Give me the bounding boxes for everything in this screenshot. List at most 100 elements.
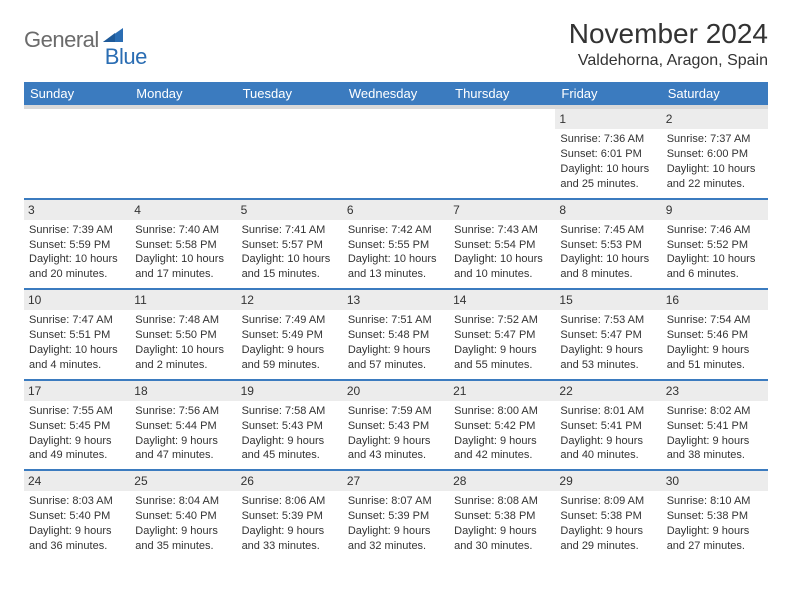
sunset-text: Sunset: 5:58 PM — [135, 238, 231, 253]
sunset-text: Sunset: 5:44 PM — [135, 419, 231, 434]
day-number: 6 — [343, 200, 449, 220]
sunrise-text: Sunrise: 7:37 AM — [667, 132, 763, 147]
day-number: 15 — [555, 290, 661, 310]
calendar-day-cell: 19Sunrise: 7:58 AMSunset: 5:43 PMDayligh… — [237, 380, 343, 471]
sunset-text: Sunset: 5:38 PM — [560, 509, 656, 524]
daylight-text: Daylight: 10 hours and 13 minutes. — [348, 252, 444, 282]
calendar-day-cell: 16Sunrise: 7:54 AMSunset: 5:46 PMDayligh… — [662, 289, 768, 380]
sunrise-text: Sunrise: 7:48 AM — [135, 313, 231, 328]
day-number: 9 — [662, 200, 768, 220]
daylight-text: Daylight: 9 hours and 33 minutes. — [242, 524, 338, 554]
calendar-day-cell — [449, 107, 555, 199]
calendar-day-cell: 1Sunrise: 7:36 AMSunset: 6:01 PMDaylight… — [555, 107, 661, 199]
calendar-week-row: 10Sunrise: 7:47 AMSunset: 5:51 PMDayligh… — [24, 289, 768, 380]
day-number: 20 — [343, 381, 449, 401]
weekday-header: Saturday — [662, 82, 768, 107]
weekday-header-row: Sunday Monday Tuesday Wednesday Thursday… — [24, 82, 768, 107]
daylight-text: Daylight: 10 hours and 20 minutes. — [29, 252, 125, 282]
weekday-header: Sunday — [24, 82, 130, 107]
calendar-day-cell: 4Sunrise: 7:40 AMSunset: 5:58 PMDaylight… — [130, 199, 236, 290]
calendar-day-cell: 15Sunrise: 7:53 AMSunset: 5:47 PMDayligh… — [555, 289, 661, 380]
day-number: 23 — [662, 381, 768, 401]
calendar-day-cell: 28Sunrise: 8:08 AMSunset: 5:38 PMDayligh… — [449, 470, 555, 560]
daylight-text: Daylight: 9 hours and 45 minutes. — [242, 434, 338, 464]
sunrise-text: Sunrise: 8:07 AM — [348, 494, 444, 509]
calendar-day-cell: 3Sunrise: 7:39 AMSunset: 5:59 PMDaylight… — [24, 199, 130, 290]
brand-part1: General — [24, 27, 99, 53]
month-title: November 2024 — [569, 18, 768, 50]
sunrise-text: Sunrise: 7:59 AM — [348, 404, 444, 419]
daylight-text: Daylight: 9 hours and 30 minutes. — [454, 524, 550, 554]
daylight-text: Daylight: 9 hours and 55 minutes. — [454, 343, 550, 373]
sunrise-text: Sunrise: 7:39 AM — [29, 223, 125, 238]
calendar-day-cell: 10Sunrise: 7:47 AMSunset: 5:51 PMDayligh… — [24, 289, 130, 380]
day-number: 12 — [237, 290, 343, 310]
sunset-text: Sunset: 5:54 PM — [454, 238, 550, 253]
sunrise-text: Sunrise: 7:43 AM — [454, 223, 550, 238]
sunset-text: Sunset: 5:47 PM — [560, 328, 656, 343]
daylight-text: Daylight: 10 hours and 15 minutes. — [242, 252, 338, 282]
daylight-text: Daylight: 9 hours and 51 minutes. — [667, 343, 763, 373]
sunset-text: Sunset: 5:52 PM — [667, 238, 763, 253]
calendar-day-cell: 27Sunrise: 8:07 AMSunset: 5:39 PMDayligh… — [343, 470, 449, 560]
calendar-day-cell: 6 Sunrise: 7:42 AMSunset: 5:55 PMDaylight… — [343, 199, 449, 290]
sunrise-text: Sunrise: 7:53 AM — [560, 313, 656, 328]
day-number: 2 — [662, 109, 768, 129]
daylight-text: Daylight: 9 hours and 49 minutes. — [29, 434, 125, 464]
day-number: 19 — [237, 381, 343, 401]
daylight-text: Daylight: 10 hours and 10 minutes. — [454, 252, 550, 282]
sunset-text: Sunset: 5:51 PM — [29, 328, 125, 343]
calendar-day-cell: 14Sunrise: 7:52 AMSunset: 5:47 PMDayligh… — [449, 289, 555, 380]
daylight-text: Daylight: 9 hours and 47 minutes. — [135, 434, 231, 464]
calendar-day-cell: 17Sunrise: 7:55 AMSunset: 5:45 PMDayligh… — [24, 380, 130, 471]
sunset-text: Sunset: 5:39 PM — [348, 509, 444, 524]
calendar-week-row: 17Sunrise: 7:55 AMSunset: 5:45 PMDayligh… — [24, 380, 768, 471]
calendar-document: General Blue November 2024 Valdehorna, A… — [0, 0, 792, 578]
sunset-text: Sunset: 5:49 PM — [242, 328, 338, 343]
daylight-text: Daylight: 9 hours and 40 minutes. — [560, 434, 656, 464]
sunset-text: Sunset: 5:41 PM — [560, 419, 656, 434]
day-number: 14 — [449, 290, 555, 310]
sunrise-text: Sunrise: 7:49 AM — [242, 313, 338, 328]
sunrise-text: Sunrise: 7:47 AM — [29, 313, 125, 328]
sunset-text: Sunset: 6:00 PM — [667, 147, 763, 162]
daylight-text: Daylight: 9 hours and 42 minutes. — [454, 434, 550, 464]
brand-part2: Blue — [105, 44, 147, 70]
daylight-text: Daylight: 9 hours and 38 minutes. — [667, 434, 763, 464]
daylight-text: Daylight: 9 hours and 29 minutes. — [560, 524, 656, 554]
day-number: 22 — [555, 381, 661, 401]
weekday-header: Wednesday — [343, 82, 449, 107]
sunset-text: Sunset: 5:42 PM — [454, 419, 550, 434]
day-number: 7 — [449, 200, 555, 220]
daylight-text: Daylight: 9 hours and 35 minutes. — [135, 524, 231, 554]
calendar-day-cell — [24, 107, 130, 199]
sunrise-text: Sunrise: 7:42 AM — [348, 223, 444, 238]
sunset-text: Sunset: 5:55 PM — [348, 238, 444, 253]
day-number: 26 — [237, 471, 343, 491]
daylight-text: Daylight: 9 hours and 36 minutes. — [29, 524, 125, 554]
calendar-day-cell: 25Sunrise: 8:04 AMSunset: 5:40 PMDayligh… — [130, 470, 236, 560]
calendar-day-cell: 7 Sunrise: 7:43 AMSunset: 5:54 PMDaylight… — [449, 199, 555, 290]
sunrise-text: Sunrise: 8:08 AM — [454, 494, 550, 509]
calendar-day-cell: 11Sunrise: 7:48 AMSunset: 5:50 PMDayligh… — [130, 289, 236, 380]
header: General Blue November 2024 Valdehorna, A… — [24, 18, 768, 70]
sunrise-text: Sunrise: 7:40 AM — [135, 223, 231, 238]
sunset-text: Sunset: 5:40 PM — [29, 509, 125, 524]
daylight-text: Daylight: 10 hours and 4 minutes. — [29, 343, 125, 373]
day-number: 4 — [130, 200, 236, 220]
calendar-week-row: 3Sunrise: 7:39 AMSunset: 5:59 PMDaylight… — [24, 199, 768, 290]
daylight-text: Daylight: 10 hours and 25 minutes. — [560, 162, 656, 192]
sunrise-text: Sunrise: 7:51 AM — [348, 313, 444, 328]
day-number: 25 — [130, 471, 236, 491]
daylight-text: Daylight: 10 hours and 22 minutes. — [667, 162, 763, 192]
sunrise-text: Sunrise: 7:58 AM — [242, 404, 338, 419]
sunset-text: Sunset: 6:01 PM — [560, 147, 656, 162]
sunrise-text: Sunrise: 7:36 AM — [560, 132, 656, 147]
day-number: 16 — [662, 290, 768, 310]
sunrise-text: Sunrise: 8:02 AM — [667, 404, 763, 419]
calendar-day-cell — [343, 107, 449, 199]
calendar-day-cell: 13Sunrise: 7:51 AMSunset: 5:48 PMDayligh… — [343, 289, 449, 380]
sunrise-text: Sunrise: 8:06 AM — [242, 494, 338, 509]
day-number: 17 — [24, 381, 130, 401]
weekday-header: Thursday — [449, 82, 555, 107]
